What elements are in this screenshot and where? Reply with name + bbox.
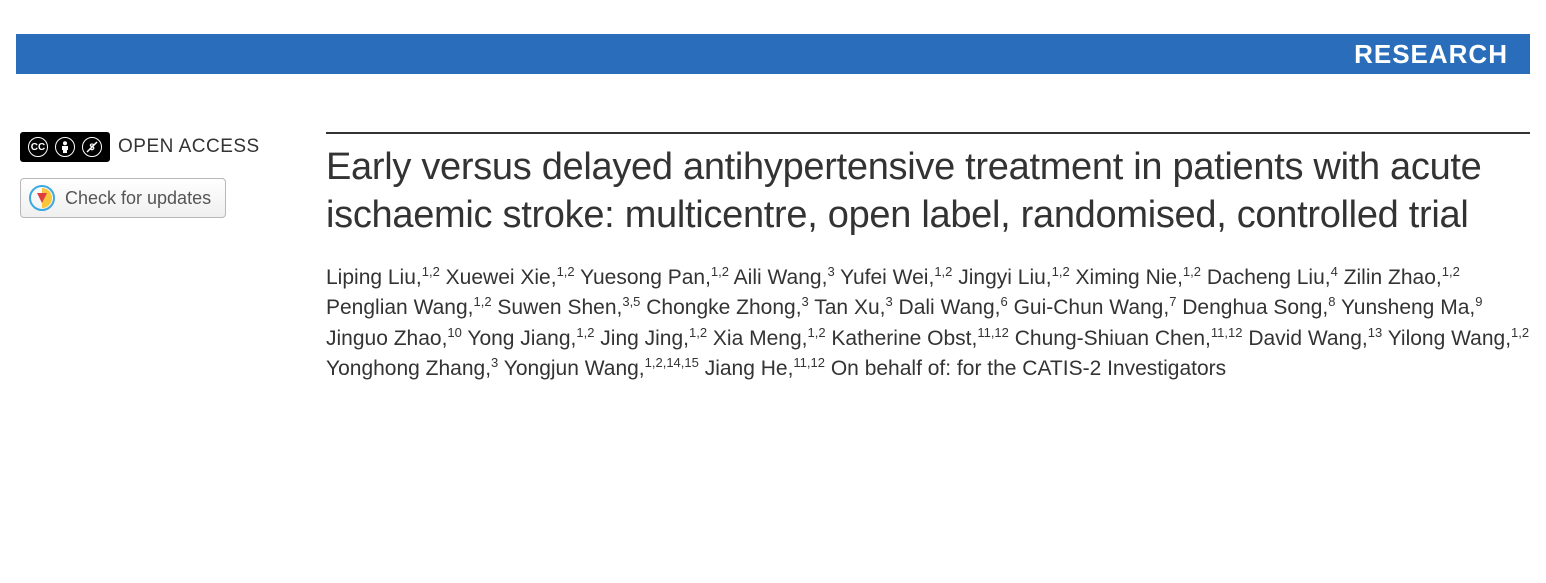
on-behalf-text: On behalf of: for the CATIS-2 Investigat… [831,357,1226,380]
open-access-label: OPEN ACCESS [118,136,260,158]
author: Tan Xu,3 [814,296,892,319]
author-affiliation: 1,2 [689,325,707,340]
author: Yong Jiang,1,2 [467,327,594,350]
author: Jing Jing,1,2 [600,327,707,350]
article-main: Early versus delayed antihypertensive tr… [292,132,1530,385]
author-affiliation: 3 [802,294,809,309]
author: Dali Wang,6 [899,296,1008,319]
author: Denghua Song,8 [1182,296,1335,319]
author-affiliation: 1,2 [711,264,729,279]
author-affiliation: 1,2 [1442,264,1460,279]
author-affiliation: 1,2 [473,294,491,309]
author: Yuesong Pan,1,2 [580,266,729,289]
author-affiliation: 7 [1169,294,1176,309]
author-affiliation: 3,5 [622,294,640,309]
author-affiliation: 3 [885,294,892,309]
author-affiliation: 6 [1000,294,1007,309]
content-row: CC $ OPEN ACCESS Check for updates [0,132,1546,385]
author: Yunsheng Ma,9 [1341,296,1483,319]
author: Aili Wang,3 [734,266,835,289]
article-title: Early versus delayed antihypertensive tr… [326,144,1530,239]
check-updates-button[interactable]: Check for updates [20,178,226,218]
author-affiliation: 1,2 [807,325,825,340]
cc-icon: CC [28,137,48,157]
author: Liping Liu,1,2 [326,266,440,289]
author-affiliation: 1,2 [1052,264,1070,279]
author: Katherine Obst,11,12 [831,327,1009,350]
author-affiliation: 10 [447,325,461,340]
author: David Wang,13 [1248,327,1382,350]
author-affiliation: 1,2 [934,264,952,279]
author: Yufei Wei,1,2 [840,266,952,289]
author-affiliation: 3 [491,355,498,370]
author-affiliation: 13 [1368,325,1382,340]
crossmark-icon [29,185,55,211]
section-banner: RESEARCH [16,34,1530,74]
author: Yonghong Zhang,3 [326,357,498,380]
title-rule [326,132,1530,134]
by-icon [55,137,75,157]
author: Zilin Zhao,1,2 [1344,266,1460,289]
author-affiliation: 1,2 [1511,325,1529,340]
author: Dacheng Liu,4 [1207,266,1338,289]
author: Xuewei Xie,1,2 [446,266,575,289]
author-affiliation: 1,2 [422,264,440,279]
author: Xia Meng,1,2 [713,327,826,350]
author: Ximing Nie,1,2 [1076,266,1201,289]
author-affiliation: 1,2 [557,264,575,279]
cc-license-icon: CC $ [20,132,110,162]
author-affiliation: 11,12 [793,355,825,370]
open-access-row: CC $ OPEN ACCESS [20,132,292,162]
author-affiliation: 3 [827,264,834,279]
section-banner-label: RESEARCH [1354,39,1508,70]
author: Chongke Zhong,3 [646,296,809,319]
author-affiliation: 1,2,14,15 [645,355,699,370]
author-list: Liping Liu,1,2 Xuewei Xie,1,2 Yuesong Pa… [326,263,1530,385]
author: Yongjun Wang,1,2,14,15 [504,357,699,380]
author-affiliation: 4 [1331,264,1338,279]
author: Jiang He,11,12 [705,357,825,380]
author: Yilong Wang,1,2 [1388,327,1529,350]
author-affiliation: 11,12 [977,325,1009,340]
check-updates-label: Check for updates [65,188,211,209]
author: Chung-Shiuan Chen,11,12 [1015,327,1243,350]
sidebar: CC $ OPEN ACCESS Check for updates [16,132,292,385]
author-affiliation: 9 [1475,294,1482,309]
author-affiliation: 1,2 [1183,264,1201,279]
author: Gui-Chun Wang,7 [1014,296,1177,319]
author: Jinguo Zhao,10 [326,327,462,350]
author-affiliation: 11,12 [1211,325,1243,340]
author: Jingyi Liu,1,2 [958,266,1069,289]
author-affiliation: 8 [1328,294,1335,309]
author: Penglian Wang,1,2 [326,296,492,319]
nc-icon: $ [82,137,102,157]
author: Suwen Shen,3,5 [497,296,640,319]
author-affiliation: 1,2 [576,325,594,340]
